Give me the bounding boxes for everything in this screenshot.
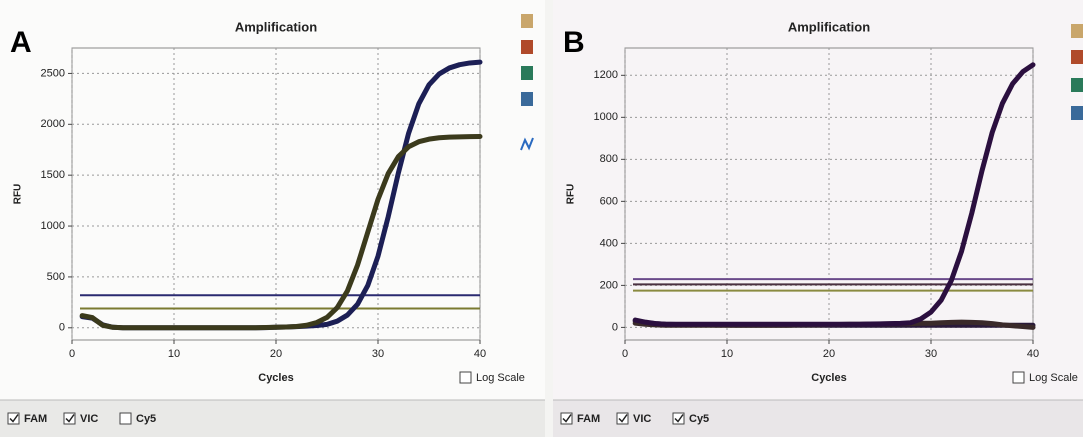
x-tick-label: 20 (270, 348, 282, 360)
check-mark (674, 414, 684, 423)
checkbox[interactable] (459, 371, 472, 384)
check-mark (618, 414, 628, 423)
y-tick-label: 400 (600, 237, 618, 249)
y-tick-label: 1200 (594, 69, 618, 81)
x-tick-label: 10 (168, 348, 180, 360)
amplification-curve (79, 134, 483, 331)
x-tick-label: 10 (721, 348, 733, 360)
tool-icon[interactable] (1071, 50, 1083, 64)
y-tick-label: 2000 (41, 118, 65, 130)
checkbox[interactable] (7, 412, 20, 425)
legend-bar-a (0, 400, 545, 437)
y-tick-label: 800 (600, 153, 618, 165)
x-tick-label: 40 (474, 348, 486, 360)
check-mark (9, 414, 19, 423)
y-tick-label: 500 (47, 271, 65, 283)
tool-icon[interactable] (1071, 78, 1083, 92)
tool-icon[interactable] (521, 92, 533, 106)
checkbox[interactable] (616, 412, 629, 425)
tool-icon[interactable] (520, 137, 534, 151)
legend-label: Cy5 (689, 413, 709, 425)
checkbox[interactable] (560, 412, 573, 425)
log-scale-label: Log Scale (476, 372, 525, 384)
x-tick-label: 40 (1027, 348, 1039, 360)
y-axis-label: RFU (13, 184, 24, 205)
y-tick-label: 1000 (594, 111, 618, 123)
legend-label: VIC (80, 413, 98, 425)
legend-label: Cy5 (136, 413, 156, 425)
y-axis-label: RFU (566, 184, 577, 205)
chart-title: Amplification (788, 19, 870, 34)
tool-icon[interactable] (1071, 24, 1083, 38)
checkbox[interactable] (672, 412, 685, 425)
tool-icon[interactable] (521, 66, 533, 80)
y-tick-label: 2500 (41, 67, 65, 79)
legend-label: FAM (577, 413, 600, 425)
x-tick-label: 20 (823, 348, 835, 360)
y-tick-label: 1500 (41, 169, 65, 181)
legend-label: VIC (633, 413, 651, 425)
panel-a-bg (0, 0, 545, 437)
checkbox[interactable] (63, 412, 76, 425)
legend-label: FAM (24, 413, 47, 425)
tool-icon[interactable] (1071, 106, 1083, 120)
x-axis-label: Cycles (258, 372, 293, 384)
x-tick-label: 0 (69, 348, 75, 360)
x-tick-label: 0 (622, 348, 628, 360)
panel-label: A (10, 26, 32, 59)
y-tick-label: 0 (612, 321, 618, 333)
chart-title: Amplification (235, 19, 317, 34)
toolbar-b[interactable] (1071, 24, 1083, 120)
check-mark (562, 414, 572, 423)
tool-icon[interactable] (521, 40, 533, 54)
y-tick-label: 0 (59, 322, 65, 334)
panel-b-bg (553, 0, 1083, 437)
toolbar-a[interactable] (520, 14, 534, 151)
y-tick-label: 1000 (41, 220, 65, 232)
amplification-curve (632, 62, 1036, 327)
tool-icon[interactable] (521, 14, 533, 28)
check-mark (65, 414, 75, 423)
legend-bar-b (553, 400, 1083, 437)
x-tick-label: 30 (372, 348, 384, 360)
x-axis-label: Cycles (811, 372, 846, 384)
y-tick-label: 600 (600, 195, 618, 207)
checkbox[interactable] (1012, 371, 1025, 384)
y-tick-label: 200 (600, 279, 618, 291)
panel-label: B (563, 26, 585, 59)
checkbox[interactable] (119, 412, 132, 425)
x-tick-label: 30 (925, 348, 937, 360)
log-scale-label: Log Scale (1029, 372, 1078, 384)
